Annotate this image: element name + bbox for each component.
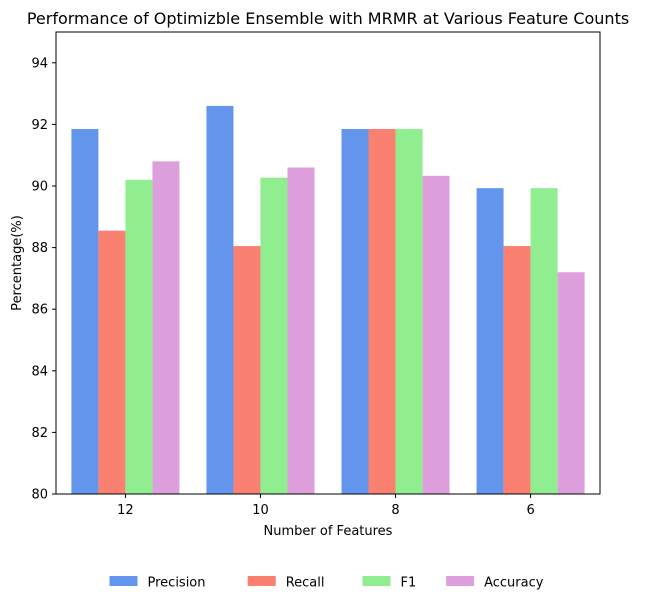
legend-label-precision: Precision: [148, 576, 206, 591]
y-tick-label: 84: [31, 364, 48, 379]
y-axis: 80 82 84 86 88 90 92 94: [31, 56, 56, 503]
bar-accuracy-8: [422, 175, 450, 494]
chart-title: Performance of Optimizble Ensemble with …: [27, 9, 629, 28]
legend-label-recall: Recall: [286, 576, 325, 591]
bar-recall-8: [368, 129, 396, 494]
x-tick-label: 8: [391, 503, 399, 518]
x-axis: 12 10 8 6: [117, 494, 535, 518]
y-tick-label: 90: [31, 180, 48, 195]
legend-label-accuracy: Accuracy: [484, 576, 544, 591]
bars-group: [71, 105, 585, 495]
bar-f1-8: [395, 129, 423, 494]
y-tick-label: 82: [31, 426, 48, 441]
y-tick-label: 88: [31, 241, 48, 256]
x-tick-label: 12: [117, 503, 134, 518]
x-axis-label: Number of Features: [264, 524, 393, 539]
y-tick-label: 94: [31, 56, 48, 71]
bar-f1-12: [125, 179, 153, 494]
x-tick-label: 10: [252, 503, 269, 518]
bar-f1-6: [530, 188, 558, 494]
bar-accuracy-12: [152, 161, 180, 495]
legend-swatch-precision: [109, 576, 138, 586]
bar-f1-10: [260, 177, 288, 494]
bar-recall-6: [503, 246, 531, 494]
bar-precision-12: [71, 129, 99, 494]
legend-label-f1: F1: [401, 576, 417, 591]
bar-precision-10: [206, 105, 234, 495]
x-tick-label: 6: [526, 503, 534, 518]
y-axis-label: Percentage(%): [10, 215, 25, 311]
bar-precision-8: [341, 129, 369, 494]
y-tick-label: 86: [31, 303, 48, 318]
plot-frame: [55, 31, 601, 495]
y-tick-label: 80: [31, 488, 48, 503]
legend: Precision Recall F1 Accuracy: [109, 576, 544, 591]
bar-accuracy-6: [557, 272, 585, 494]
legend-swatch-f1: [362, 576, 391, 586]
bar-accuracy-10: [287, 167, 315, 494]
bar-recall-10: [233, 246, 261, 494]
legend-swatch-recall: [247, 576, 276, 586]
bar-precision-6: [476, 188, 504, 494]
y-tick-label: 92: [31, 118, 48, 133]
legend-swatch-accuracy: [446, 576, 475, 586]
bar-recall-12: [98, 230, 126, 494]
